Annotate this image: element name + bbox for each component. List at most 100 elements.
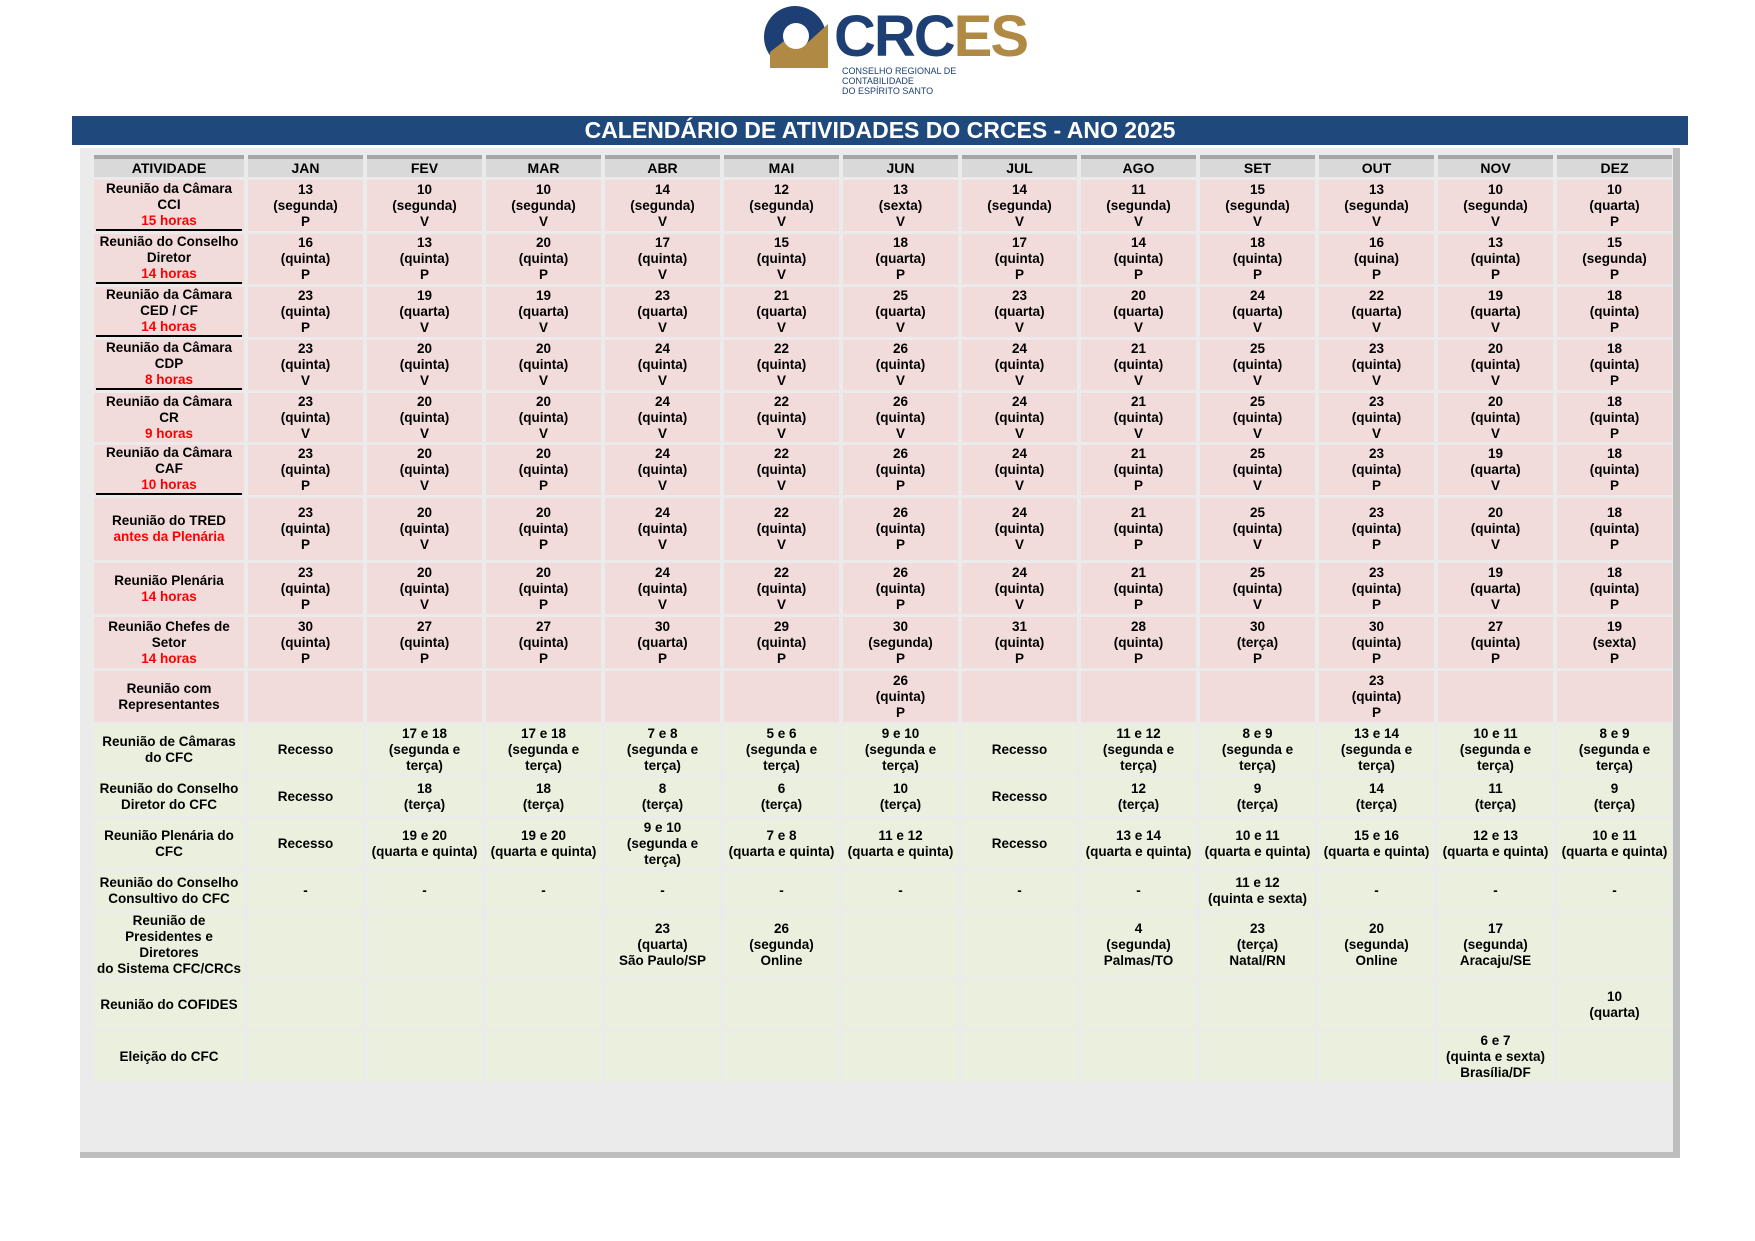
calendar-cell: 10 (segunda) V (367, 180, 482, 231)
cell-value: 19 (sexta) P (1592, 618, 1637, 666)
calendar-cell: 20 (quinta) V (367, 340, 482, 390)
calendar-cell: 6 e 7 (quinta e sexta) Brasília/DF (1438, 1032, 1553, 1081)
calendar-cell (843, 1032, 958, 1081)
calendar-cell (248, 913, 363, 977)
header-month: ABR (605, 155, 720, 177)
logo-subtitle-1: CONSELHO REGIONAL DE CONTABILIDADE (842, 66, 957, 86)
cell-value: 24 (quinta) V (637, 393, 688, 441)
calendar-cell (843, 913, 958, 977)
calendar-cell (605, 1032, 720, 1081)
calendar-cell: 27 (quinta) P (1438, 617, 1553, 668)
calendar-cell: 20 (quinta) V (1438, 393, 1553, 442)
cell-value: 13 e 14 (segunda e terça) (1340, 725, 1413, 773)
activity-time: 9 horas (144, 425, 194, 441)
cell-value: 30 (quinta) P (1351, 618, 1402, 666)
logo-text-crc: CRC (834, 4, 956, 69)
cell-value: 14 (quinta) P (1113, 235, 1164, 282)
cell-value: 6 (terça) (760, 780, 803, 812)
calendar-cell: - (1438, 871, 1553, 910)
calendar-cell: 28 (quinta) P (1081, 617, 1196, 668)
cell-value: 10 (segunda) V (392, 181, 457, 229)
cell-value: 22 (quinta) V (756, 341, 807, 388)
cell-value: 18 (quinta) P (1589, 393, 1640, 441)
calendar-cell: 24 (quinta) V (962, 340, 1077, 390)
calendar-cell: 24 (quinta) V (605, 563, 720, 614)
page-title: CALENDÁRIO DE ATIVIDADES DO CRCES - ANO … (72, 116, 1688, 145)
cell-value: 23 (quinta) P (1351, 672, 1402, 720)
calendar-cell: 13 (quinta) P (367, 234, 482, 284)
cell-value: 25 (quinta) V (1232, 393, 1283, 441)
calendar-cell: 22 (quinta) V (724, 340, 839, 390)
calendar-cell: 14 (quinta) P (1081, 234, 1196, 284)
calendar-cell: Recesso (962, 819, 1077, 868)
calendar-cell: 10 (quarta) (1557, 980, 1672, 1029)
calendar-cell (1200, 980, 1315, 1029)
cell-value: 10 e 11 (segunda e terça) (1459, 725, 1532, 773)
calendar-cell: 7 e 8 (segunda e terça) (605, 725, 720, 774)
header-month: JUN (843, 155, 958, 177)
calendar-cell: 19 (quarta) V (1438, 445, 1553, 495)
calendar-cell: 19 (quarta) V (486, 287, 601, 337)
calendar-cell: - (605, 871, 720, 910)
cell-value: 12 (terça) (1117, 780, 1160, 812)
cell-value: 30 (quinta) P (280, 618, 331, 666)
cell-value: 20 (quinta) V (399, 446, 450, 493)
calendar-cell: 10 (segunda) V (486, 180, 601, 231)
cell-value: 14 (segunda) V (630, 181, 695, 229)
calendar-cell (367, 671, 482, 722)
calendar-cell: 23 (quinta) P (1319, 498, 1434, 560)
cell-value: 21 (quinta) P (1113, 446, 1164, 493)
calendar-cell (724, 671, 839, 722)
calendar-cell (367, 980, 482, 1029)
cell-value: 18 (quinta) P (1589, 446, 1640, 493)
cell-value: 24 (quinta) V (994, 341, 1045, 388)
calendar-cell: 19 (quarta) V (1438, 563, 1553, 614)
activity-label: Reunião do Conselho Diretor do CFC (94, 777, 244, 816)
calendar-cell: 30 (quinta) P (1319, 617, 1434, 668)
calendar-cell: - (843, 871, 958, 910)
calendar-cell: 30 (quinta) P (248, 617, 363, 668)
cell-value: 15 (segunda) V (1225, 181, 1290, 229)
activity-label: Reunião do COFIDES (94, 980, 244, 1029)
calendar-cell: - (1319, 871, 1434, 910)
calendar-cell: 20 (quinta) V (1438, 340, 1553, 390)
activity-name: Reunião da Câmara CDP (105, 340, 233, 371)
cell-value: 9 e 10 (segunda e terça) (864, 725, 937, 773)
cell-value: Recesso (277, 788, 334, 804)
calendar-cell: 21 (quinta) V (1081, 393, 1196, 442)
cell-value: 18 (terça) (522, 780, 565, 812)
cell-value: 13 e 14 (quarta e quinta) (1085, 827, 1192, 859)
calendar-cell: 13 e 14 (segunda e terça) (1319, 725, 1434, 774)
cell-value: - (779, 882, 784, 898)
cell-value: 25 (quinta) V (1232, 341, 1283, 388)
calendar-cell: 9 e 10 (segunda e terça) (605, 819, 720, 868)
header-atividade: ATIVIDADE (94, 155, 244, 177)
calendar-cell: 10 (terça) (843, 777, 958, 816)
cell-value: Recesso (991, 741, 1048, 757)
calendar-cell: 22 (quarta) V (1319, 287, 1434, 337)
calendar-cell: Recesso (248, 777, 363, 816)
crces-logo: CRCES CONSELHO REGIONAL DE CONTABILIDADE… (762, 0, 1029, 96)
table-row: Reunião do Conselho Diretor do CFC Recess… (94, 777, 1672, 816)
cell-value: 9 e 10 (segunda e terça) (626, 819, 699, 867)
cell-value: 30 (quarta) P (637, 618, 688, 666)
calendar-cell: 26 (quinta) P (843, 671, 958, 722)
cell-value: 21 (quarta) V (756, 288, 807, 335)
cell-value: - (422, 882, 427, 898)
calendar-cell: 8 e 9 (segunda e terça) (1200, 725, 1315, 774)
calendar-cell: 16 (quina) P (1319, 234, 1434, 284)
cell-value: 19 (quarta) V (518, 288, 569, 335)
cell-value: 20 (segunda) Online (1344, 921, 1409, 968)
calendar-cell: 25 (quarta) V (843, 287, 958, 337)
calendar-cell: 30 (terça) P (1200, 617, 1315, 668)
calendar-cell (962, 980, 1077, 1029)
cell-value: 26 (quinta) V (875, 393, 926, 441)
cell-value: 20 (quinta) V (399, 564, 450, 612)
calendar-cell: 24 (quinta) V (605, 340, 720, 390)
calendar-cell: 24 (quinta) V (962, 445, 1077, 495)
calendar-cell: 18 (quarta) P (843, 234, 958, 284)
activity-label: Reunião da Câmara CAF 10 horas (94, 445, 244, 495)
calendar-cell: 20 (quinta) P (486, 563, 601, 614)
cell-value: 26 (quinta) P (875, 505, 926, 552)
activity-label: Reunião do TRED antes da Plenária (94, 498, 244, 560)
